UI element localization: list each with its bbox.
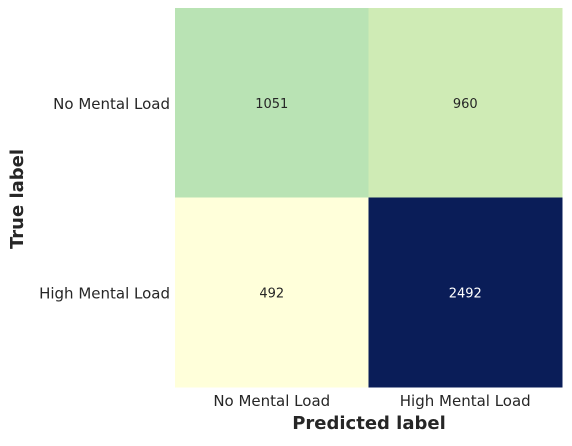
x-axis-label: Predicted label (292, 413, 446, 434)
x-tick-label: High Mental Load (400, 392, 531, 410)
cell-value-r1-c0: 492 (259, 286, 284, 301)
y-tick-label: High Mental Load (39, 284, 170, 302)
heatmap-cells (175, 8, 563, 388)
cell-value-r0-c1: 960 (453, 97, 478, 112)
cell-value-r0-c0: 1051 (255, 97, 288, 112)
x-tick-label: No Mental Load (213, 392, 330, 410)
y-tick-label: No Mental Load (53, 95, 170, 113)
y-tick-labels: No Mental Load High Mental Load (39, 95, 170, 303)
x-tick-labels: No Mental Load High Mental Load (213, 392, 530, 410)
cell-value-r1-c1: 2492 (449, 286, 482, 301)
y-axis-label: True label (7, 149, 28, 249)
